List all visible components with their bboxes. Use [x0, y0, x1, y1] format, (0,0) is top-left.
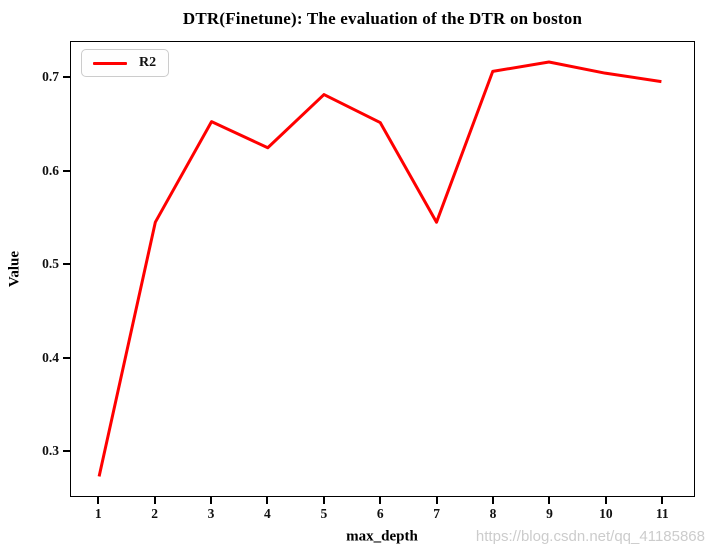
plot-area: R2 — [70, 41, 695, 497]
legend-box: R2 — [81, 49, 170, 77]
x-tick-label: 4 — [264, 506, 271, 521]
x-tick-mark — [153, 497, 156, 504]
r2-line — [97, 60, 662, 477]
watermark-text: https://blog.csdn.net/qq_41185868 — [475, 528, 705, 545]
x-tick-label: 5 — [320, 506, 328, 521]
y-tick-mark — [63, 169, 70, 172]
legend-label-r2: R2 — [139, 55, 157, 70]
x-tick-label: 10 — [599, 506, 613, 521]
y-tick-mark — [63, 263, 70, 266]
x-tick-label: 9 — [546, 506, 553, 521]
x-tick-mark — [322, 497, 325, 504]
legend-line-swatch — [93, 61, 127, 65]
y-tick-mark — [63, 450, 70, 453]
y-tick-mark — [63, 76, 70, 78]
x-tick-mark — [97, 497, 100, 504]
y-tick-label: 0.6 — [42, 162, 59, 178]
x-tick-mark — [661, 497, 664, 504]
x-tick-mark — [266, 497, 269, 504]
x-tick-mark — [492, 497, 495, 504]
y-tick-label: 0.5 — [42, 256, 59, 272]
y-axis-label: Value — [6, 250, 23, 288]
x-tick-label: 8 — [489, 506, 497, 521]
chart-title: DTR(Finetune): The evaluation of the DTR… — [182, 9, 583, 28]
x-tick-mark — [210, 497, 213, 504]
x-tick-label: 6 — [376, 506, 384, 521]
x-axis-label: max_depth — [346, 528, 418, 545]
x-tick-mark — [604, 497, 607, 504]
x-tick-mark — [435, 497, 438, 504]
x-tick-mark — [379, 497, 382, 504]
y-tick-mark — [63, 356, 70, 359]
y-tick-label: 0.3 — [42, 443, 59, 459]
series-svg — [97, 60, 662, 477]
x-tick-label: 2 — [151, 506, 158, 521]
x-tick-label: 11 — [655, 506, 669, 521]
x-tick-mark — [548, 497, 551, 504]
y-tick-label: 0.4 — [42, 349, 59, 365]
x-tick-label: 7 — [433, 506, 441, 521]
x-tick-label: 3 — [207, 506, 215, 521]
y-tick-label: 0.7 — [42, 69, 59, 84]
x-tick-label: 1 — [94, 506, 102, 521]
